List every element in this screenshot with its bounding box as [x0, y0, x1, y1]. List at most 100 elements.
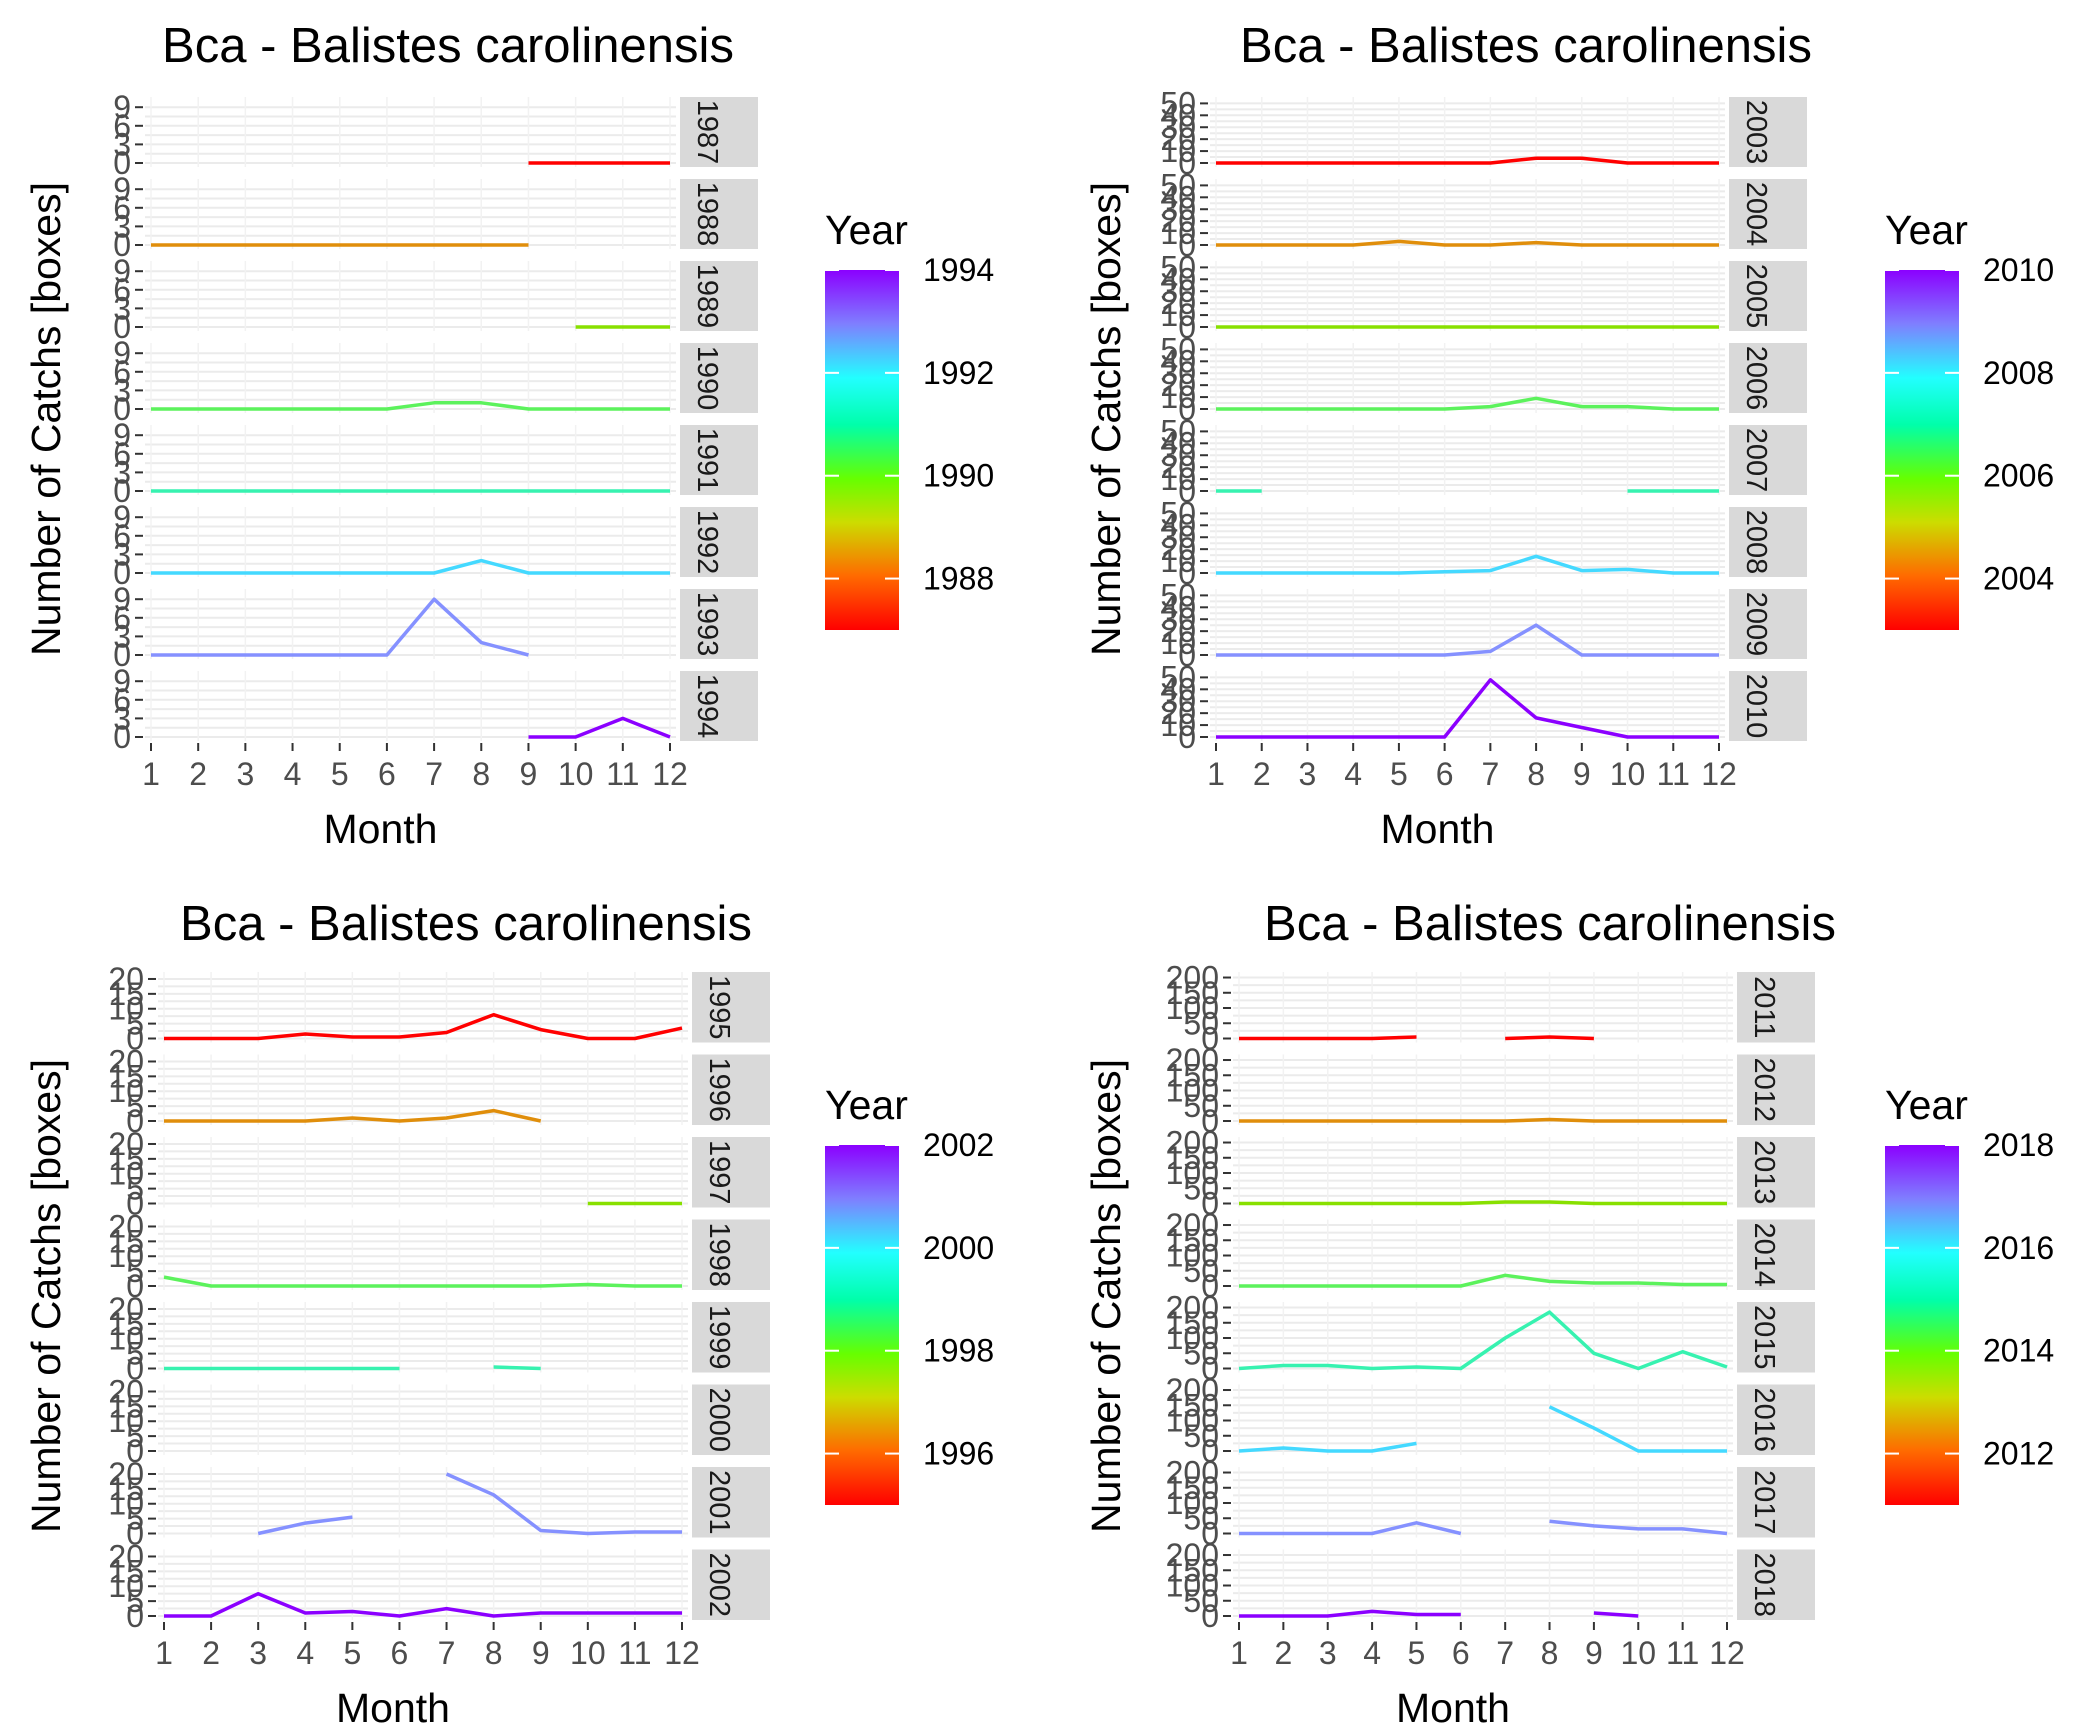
y-tick-label: 5 — [126, 1088, 144, 1124]
legend-label: 2018 — [1983, 1127, 2054, 1163]
facet-strip-label: 2009 — [1740, 592, 1772, 657]
y-tick-label: 0 — [1201, 1351, 1219, 1387]
facet-strip — [1729, 343, 1807, 413]
y-tick-label: 15 — [108, 1471, 144, 1507]
y-tick-label: 0 — [1178, 555, 1196, 591]
y-tick-label: 30 — [1160, 683, 1196, 719]
y-tick-label: 50 — [1183, 1088, 1219, 1124]
y-tick-label: 20 — [108, 1373, 144, 1409]
y-tick-label: 3 — [113, 208, 131, 244]
y-tick-label: 0 — [1201, 1268, 1219, 1304]
series-line-2018 — [1593, 1611, 1639, 1618]
legend-label: 2016 — [1983, 1230, 2054, 1266]
x-tick-label: 12 — [1701, 756, 1737, 792]
x-tick-label: 5 — [1390, 756, 1408, 792]
y-tick-label: 150 — [1166, 1222, 1219, 1258]
y-tick-label: 9 — [113, 171, 131, 207]
y-axis-title: Number of Catchs [boxes] — [1083, 182, 1129, 656]
facet-strip-label: 2001 — [703, 1470, 735, 1535]
y-tick-label: 50 — [1160, 167, 1196, 203]
facet-strip-label: 1992 — [691, 510, 723, 575]
x-tick-label: 1 — [1230, 1635, 1248, 1671]
y-tick-label: 20 — [108, 1291, 144, 1327]
y-tick-label: 9 — [113, 253, 131, 289]
y-tick-label: 100 — [1166, 1073, 1219, 1109]
x-tick-label: 9 — [1585, 1635, 1603, 1671]
x-tick-label: 11 — [618, 1635, 651, 1671]
legend-label: 2012 — [1983, 1436, 2054, 1472]
facet-strip — [1737, 1467, 1815, 1538]
series-line-2011 — [1505, 1035, 1594, 1041]
y-tick-label: 150 — [1166, 1470, 1219, 1506]
legend-title: Year — [1885, 1082, 1968, 1128]
x-tick-label: 9 — [520, 756, 538, 792]
x-tick-label: 9 — [532, 1635, 550, 1671]
y-tick-label: 30 — [1160, 519, 1196, 555]
facet-strip — [680, 589, 758, 659]
y-tick-label: 20 — [108, 1456, 144, 1492]
y-tick-label: 0 — [126, 1268, 144, 1304]
facet-strip-label: 1993 — [691, 592, 723, 657]
y-tick-label: 6 — [113, 272, 131, 308]
y-tick-label: 9 — [113, 417, 131, 453]
facet-strip — [692, 1549, 770, 1620]
y-tick-label: 50 — [1183, 1583, 1219, 1619]
facet-strip — [680, 425, 758, 495]
y-tick-label: 10 — [1160, 707, 1196, 743]
x-tick-label: 12 — [1709, 1635, 1745, 1671]
legend-label: 2004 — [1983, 561, 2054, 597]
y-tick-label: 10 — [108, 1238, 144, 1274]
x-tick-label: 3 — [236, 756, 254, 792]
y-tick-label: 10 — [1160, 133, 1196, 169]
x-axis-title: Month — [324, 806, 438, 852]
facet-strip-label: 1988 — [691, 182, 723, 247]
facet-strip — [1729, 507, 1807, 577]
facet-strip-label: 2012 — [1748, 1057, 1780, 1122]
facet-strip — [692, 972, 770, 1043]
x-tick-label: 3 — [1299, 756, 1317, 792]
y-tick-label: 200 — [1166, 1537, 1219, 1573]
y-axis-title: Number of Catchs [boxes] — [23, 182, 69, 656]
y-tick-label: 5 — [126, 1418, 144, 1454]
y-tick-label: 40 — [1160, 261, 1196, 297]
x-tick-label: 3 — [1319, 1635, 1337, 1671]
facet-strip — [1737, 972, 1815, 1043]
y-tick-label: 3 — [113, 372, 131, 408]
x-tick-label: 2 — [189, 756, 207, 792]
facet-strip — [680, 97, 758, 167]
x-tick-label: 10 — [570, 1635, 606, 1671]
y-tick-label: 0 — [126, 1598, 144, 1634]
y-tick-label: 30 — [1160, 355, 1196, 391]
y-tick-label: 15 — [108, 976, 144, 1012]
facet-strip-label: 1996 — [703, 1057, 735, 1122]
y-tick-label: 15 — [108, 1306, 144, 1342]
y-tick-label: 10 — [1160, 625, 1196, 661]
chart-title: Bca - Balistes carolinensis — [180, 897, 752, 951]
y-tick-label: 20 — [1160, 449, 1196, 485]
series-line-2004 — [1216, 239, 1719, 247]
legend-colorbar — [825, 1145, 899, 1505]
legend-title: Year — [825, 1082, 908, 1128]
y-tick-label: 6 — [113, 354, 131, 390]
y-tick-label: 20 — [108, 1538, 144, 1574]
y-axis-title: Number of Catchs [boxes] — [23, 1059, 69, 1533]
y-tick-label: 9 — [113, 335, 131, 371]
series-line-1995 — [164, 1012, 683, 1041]
x-tick-label: 7 — [425, 756, 443, 792]
y-tick-label: 200 — [1166, 1290, 1219, 1326]
y-tick-label: 150 — [1166, 1140, 1219, 1176]
y-tick-label: 0 — [113, 555, 131, 591]
x-tick-label: 5 — [331, 756, 349, 792]
facet-strip — [1729, 671, 1807, 741]
y-tick-label: 15 — [108, 1141, 144, 1177]
y-tick-label: 0 — [126, 1021, 144, 1057]
